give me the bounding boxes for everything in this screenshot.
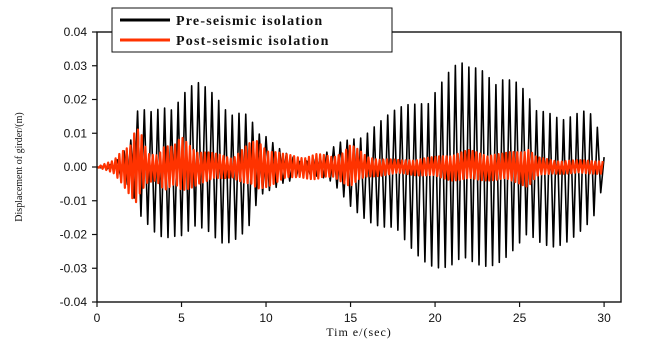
series-line-pre-seismic-isolation xyxy=(96,62,605,269)
y-axis-title: Displacement of girder/(m) xyxy=(14,112,25,221)
y-tick-label: 0.00 xyxy=(64,160,88,174)
series-group xyxy=(96,62,605,269)
y-axis: 0.04 0.03 0.02 0.01 0.00 -0.01 -0.02 -0.03 -0.04 xyxy=(60,25,97,309)
legend-box xyxy=(111,7,393,53)
y-tick-label: -0.03 xyxy=(60,261,88,275)
x-axis-title: Tim e/(sec) xyxy=(326,325,392,339)
x-tick-label: 0 xyxy=(94,311,101,325)
legend-label-post: Post-seismic isolation xyxy=(176,34,330,49)
x-tick-label: 20 xyxy=(428,311,442,325)
x-tick-label: 10 xyxy=(259,311,273,325)
y-tick-label: 0.04 xyxy=(64,25,88,39)
y-tick-label: -0.04 xyxy=(60,295,88,309)
x-tick-label: 15 xyxy=(344,311,358,325)
x-tick-label: 30 xyxy=(597,311,611,325)
y-tick-label: -0.02 xyxy=(60,228,88,242)
y-tick-label: 0.02 xyxy=(64,93,88,107)
y-tick-label: 0.03 xyxy=(64,59,88,73)
series-line-post-seismic-isolation xyxy=(96,128,604,204)
y-tick-label: -0.01 xyxy=(60,194,88,208)
legend: Pre-seismic isolation Post-seismic isola… xyxy=(111,7,393,53)
legend-label-pre: Pre-seismic isolation xyxy=(176,14,323,29)
x-tick-label: 5 xyxy=(178,311,185,325)
x-axis: 0 5 10 15 20 25 30 xyxy=(94,302,611,325)
y-tick-label: 0.01 xyxy=(64,126,88,140)
x-tick-label: 25 xyxy=(513,311,527,325)
